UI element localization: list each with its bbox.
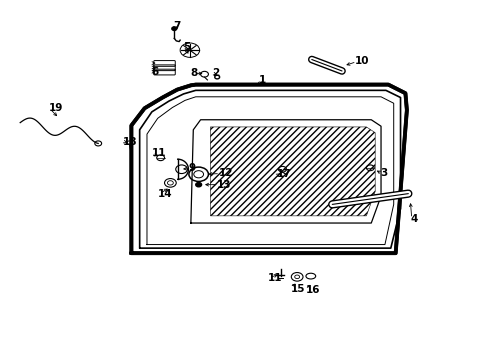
Text: 15: 15: [290, 284, 304, 294]
Circle shape: [171, 27, 176, 31]
Text: 13: 13: [217, 180, 231, 190]
Text: 3: 3: [379, 168, 386, 178]
Text: 16: 16: [305, 285, 320, 296]
Text: 6: 6: [152, 67, 159, 77]
Text: 14: 14: [158, 189, 172, 199]
Text: 9: 9: [188, 163, 195, 173]
Text: 11: 11: [152, 148, 166, 158]
Text: 19: 19: [48, 103, 63, 113]
Text: 18: 18: [122, 137, 137, 147]
Text: 5: 5: [183, 42, 190, 52]
Text: 10: 10: [354, 56, 368, 66]
Text: 2: 2: [211, 68, 219, 78]
Text: 4: 4: [409, 215, 417, 224]
Text: 7: 7: [172, 21, 180, 31]
Text: 12: 12: [219, 168, 233, 178]
Text: 1: 1: [259, 75, 266, 85]
Text: 11: 11: [267, 273, 282, 283]
Circle shape: [195, 183, 201, 187]
Text: 17: 17: [276, 169, 291, 179]
Text: 8: 8: [190, 68, 198, 78]
